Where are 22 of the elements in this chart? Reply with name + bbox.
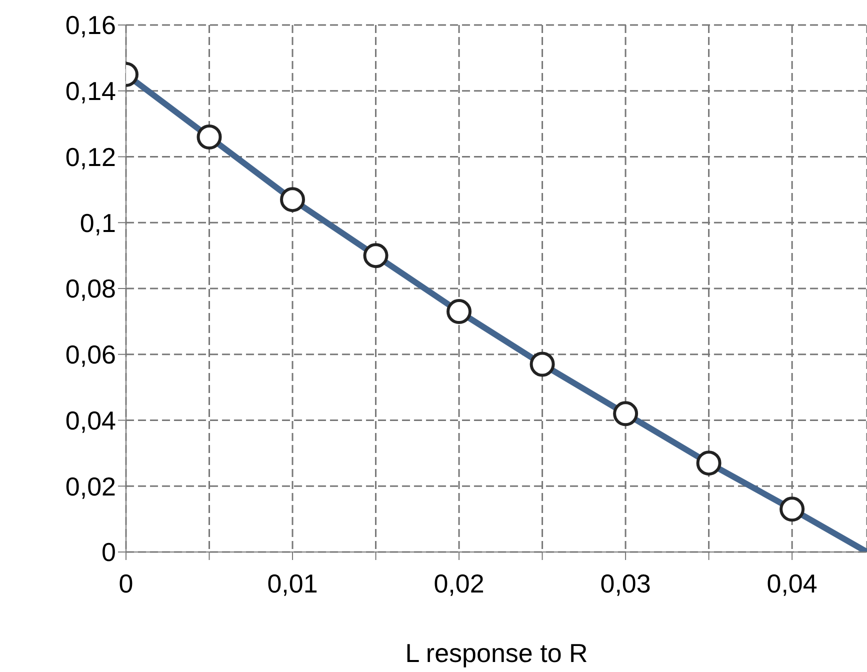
y-tick-label: 0,08 xyxy=(65,274,116,304)
point xyxy=(613,401,638,426)
x-tick-label: 0,04 xyxy=(766,568,818,598)
y-tick-label: 0,06 xyxy=(65,340,116,370)
point xyxy=(196,124,222,150)
y-tick-label: 0 xyxy=(102,537,116,568)
point xyxy=(696,450,722,476)
x-tick-label: 0,01 xyxy=(267,568,318,598)
point xyxy=(363,243,388,268)
point xyxy=(280,187,306,212)
point xyxy=(780,496,805,522)
y-tick-label: 0,14 xyxy=(65,76,116,106)
y-tick-label: 0,16 xyxy=(65,10,116,40)
point xyxy=(446,299,472,324)
x-tick-label: 0,03 xyxy=(600,568,651,598)
y-tick-label: 0,04 xyxy=(65,405,116,436)
y-tick-label: 0,02 xyxy=(65,471,116,502)
point xyxy=(530,352,555,377)
x-tick-label: 0,02 xyxy=(434,568,484,598)
y-tick-label: 0,1 xyxy=(80,208,116,238)
x-axis-title: L response to R xyxy=(405,638,588,668)
y-tick-label: 0,12 xyxy=(65,142,116,172)
